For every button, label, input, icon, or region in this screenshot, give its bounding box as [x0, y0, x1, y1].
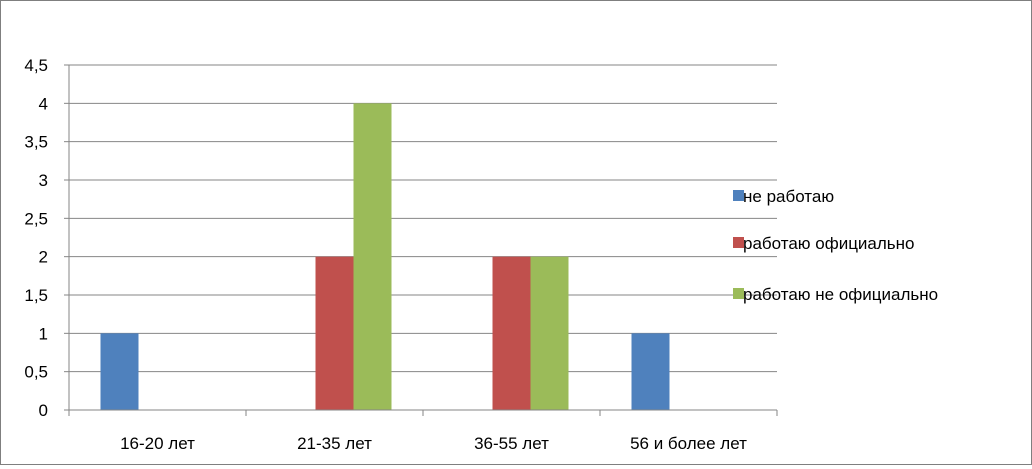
y-tick-labels: 0 0,5 1 1,5 2 2,5 3 3,5 4 4,5: [24, 56, 48, 420]
bar: [530, 256, 569, 410]
legend: не работаю работаю официально работаю не о…: [733, 187, 938, 304]
y-tick-label: 0,5: [24, 363, 48, 382]
x-tick-label: 16-20 лет: [120, 434, 195, 453]
legend-swatch: [733, 190, 744, 201]
y-tick-label: 2: [39, 248, 48, 267]
x-tick-label: 21-35 лет: [297, 434, 372, 453]
x-tick-labels: 16-20 лет 21-35 лет 36-55 лет 56 и более ле…: [120, 434, 747, 453]
y-tick-label: 1,5: [24, 286, 48, 305]
legend-label: не работаю: [743, 187, 834, 206]
legend-label: работаю официально: [743, 234, 915, 253]
y-tick-label: 1: [39, 324, 48, 343]
y-tick-label: 3: [39, 171, 48, 190]
bars: [100, 103, 670, 410]
y-tick-label: 0: [39, 401, 48, 420]
y-tick-label: 2,5: [24, 209, 48, 228]
bar: [100, 333, 139, 410]
y-tick-label: 4: [39, 94, 48, 113]
bar: [492, 256, 531, 410]
x-tick-label: 56 и более лет: [630, 434, 747, 453]
gridlines: [69, 64, 777, 373]
y-tick-label: 4,5: [24, 56, 48, 75]
axes: [64, 64, 778, 416]
x-tick-label: 36-55 лет: [474, 434, 549, 453]
bar: [315, 256, 354, 410]
legend-label: работаю не официально: [743, 285, 938, 304]
bar: [631, 333, 670, 410]
y-tick-label: 3,5: [24, 133, 48, 152]
bar: [353, 103, 392, 410]
legend-swatch: [733, 237, 744, 248]
legend-swatch: [733, 288, 744, 299]
